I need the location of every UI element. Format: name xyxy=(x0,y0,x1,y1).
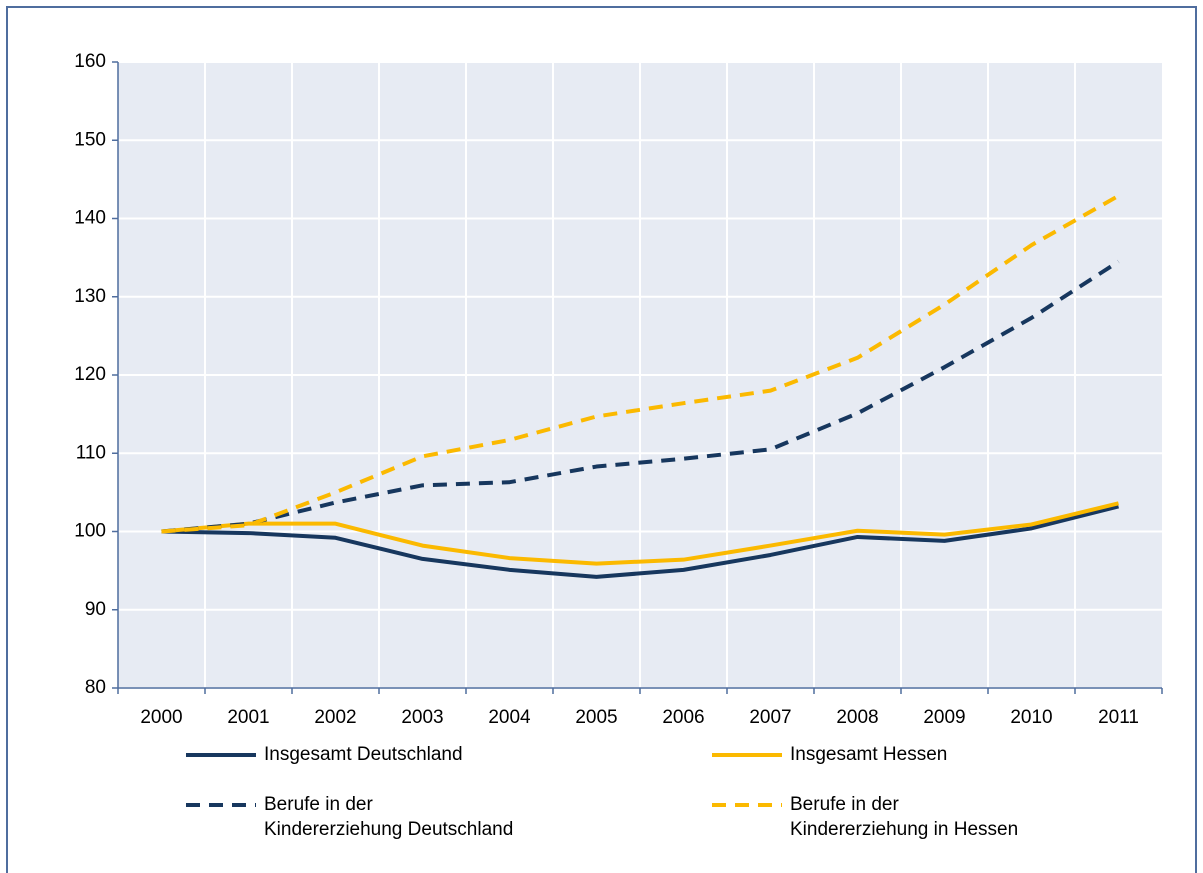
y-tick-label: 160 xyxy=(74,51,106,72)
x-tick-label: 2007 xyxy=(749,707,791,728)
legend-label: Berufe in der Kindererziehung in Hessen xyxy=(790,794,1019,840)
y-tick-label: 100 xyxy=(74,521,106,542)
x-tick-label: 2006 xyxy=(662,707,704,728)
x-tick-label: 2010 xyxy=(1010,707,1052,728)
x-tick-label: 2003 xyxy=(401,707,443,728)
series-line xyxy=(161,504,1119,579)
x-tick-label: 2000 xyxy=(140,707,182,728)
y-tick-label: 140 xyxy=(74,208,106,229)
series-line xyxy=(161,194,1120,534)
y-tick-label: 90 xyxy=(85,599,106,620)
y-tick-label: 110 xyxy=(76,442,106,463)
y-tick-label: 120 xyxy=(74,364,106,385)
x-tick-label: 2005 xyxy=(575,707,617,728)
legend-label: Berufe in der Kindererziehung Deutschlan… xyxy=(264,794,514,840)
x-tick-label: 2004 xyxy=(488,707,531,728)
y-tick-label: 80 xyxy=(85,677,106,698)
y-tick-label: 150 xyxy=(74,129,106,150)
legend-label: Insgesamt Hessen xyxy=(790,744,948,765)
y-tick-label: 130 xyxy=(74,286,106,307)
series-line xyxy=(161,501,1119,566)
x-tick-label: 2009 xyxy=(923,707,965,728)
x-tick-label: 2002 xyxy=(314,707,356,728)
legend-label: Insgesamt Deutschland xyxy=(264,744,463,765)
series-line xyxy=(161,259,1120,534)
x-tick-label: 2001 xyxy=(227,707,269,728)
x-tick-label: 2011 xyxy=(1098,707,1139,728)
x-tick-label: 2008 xyxy=(836,707,878,728)
